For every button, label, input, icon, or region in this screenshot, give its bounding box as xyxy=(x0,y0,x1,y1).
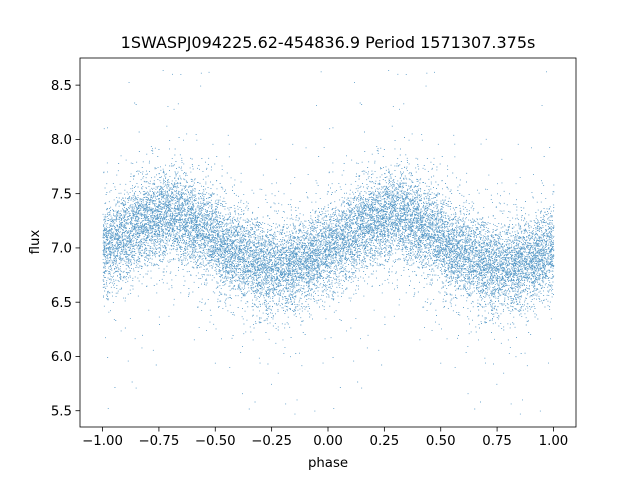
y-axis-label: flux xyxy=(28,230,43,255)
x-tick-label: 0.50 xyxy=(426,434,456,449)
x-tick-label: −0.75 xyxy=(139,434,180,449)
data-points xyxy=(102,70,555,415)
x-tick-label: 0.25 xyxy=(370,434,400,449)
y-tick-label: 5.5 xyxy=(51,404,72,419)
x-tick-label: 1.00 xyxy=(539,434,569,449)
x-tick-label: 0.00 xyxy=(313,434,343,449)
x-tick-label: −1.00 xyxy=(82,434,123,449)
y-tick-label: 8.5 xyxy=(51,79,72,94)
x-tick-label: −0.25 xyxy=(251,434,292,449)
y-tick-label: 6.0 xyxy=(51,350,72,365)
y-tick-label: 8.0 xyxy=(51,133,72,148)
scatter-points-series xyxy=(102,70,555,415)
y-tick-label: 7.5 xyxy=(51,187,72,202)
y-tick-label: 7.0 xyxy=(51,242,72,257)
chart-title: 1SWASPJ094225.62-454836.9 Period 1571307… xyxy=(121,33,536,52)
x-tick-label: 0.75 xyxy=(482,434,512,449)
x-tick-label: −0.50 xyxy=(195,434,236,449)
y-axis: 5.5 6.0 6.5 7.0 7.5 8.0 8.5 xyxy=(51,79,80,419)
x-axis-label: phase xyxy=(308,456,348,471)
y-tick-label: 6.5 xyxy=(51,296,72,311)
x-axis: −1.00 −0.75 −0.50 −0.25 0.00 0.25 0.50 0.75 1.00 xyxy=(82,427,568,449)
